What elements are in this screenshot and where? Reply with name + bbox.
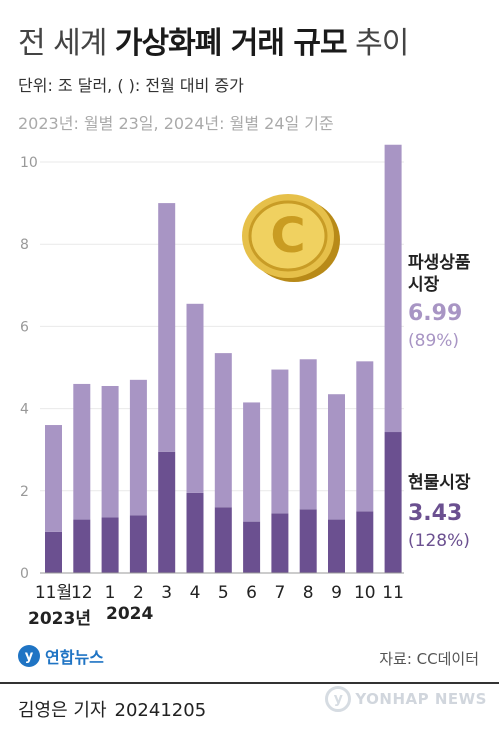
y-tick-label: 8 [20,237,29,253]
title-highlight: 가상화폐 거래 규모 [114,26,348,61]
derivatives-change: (89%) [408,331,459,351]
x-tick-label: 12 [71,583,93,603]
spot-label: 현물시장 [408,473,471,493]
bar-spot [101,517,119,573]
bar-spot [45,531,62,573]
footer-divider [0,682,499,684]
x-tick-label: 4 [190,583,201,603]
bar-derivatives [356,361,374,512]
x-tick-label: 5 [218,583,229,603]
derivatives-label-line1: 파생상품 [408,253,471,273]
x-tick-label: 1 [105,583,116,603]
x-tick-label: 6 [246,583,257,603]
credit-line: 김영은 기자 20241205 [18,696,206,722]
bar-derivatives [271,369,289,514]
x-tick-label: 7 [274,583,285,603]
x-tick-label: 2 [133,583,144,603]
coin-icon: C [242,194,340,282]
title-suffix: 추이 [355,26,409,61]
bar-spot [384,432,402,573]
yonhap-logo-icon: y [18,645,40,667]
spot-change: (128%) [408,531,470,551]
yonhap-watermark: y YONHAP NEWS [325,686,487,712]
bar-derivatives [129,379,147,516]
bar-derivatives [214,353,232,508]
derivatives-label-line2: 시장 [408,275,440,295]
spot-value: 3.43 [408,501,462,526]
bar-derivatives [186,303,204,493]
x-tick-label: 10 [354,583,376,603]
date-basis-note: 2023년: 월별 23일, 2024년: 월별 24일 기준 [18,114,334,133]
bar-spot [129,515,147,573]
bar-derivatives [73,383,91,520]
unit-note: 단위: 조 달러, ( ): 전월 대비 증가 [18,76,244,95]
bar-spot [356,511,374,573]
source-note: 자료: CC데이터 [379,650,479,668]
bar-spot [214,507,232,573]
bar-derivatives [328,394,345,520]
bar-derivatives [101,385,119,518]
x-tick-label: 9 [331,583,342,603]
y-tick-label: 2 [20,484,29,500]
author: 김영은 기자 [18,700,107,721]
year-label-2024: 2024 [106,604,154,624]
yonhap-logo-text: 연합뉴스 [45,648,104,667]
y-tick-label: 10 [20,155,38,171]
yonhap-logo: y 연합뉴스 [18,644,104,668]
x-tick-label: 11월 [35,583,72,603]
bar-spot [186,492,204,573]
bar-derivatives [243,402,261,522]
y-tick-label: 4 [20,402,29,418]
bar-spot [328,519,345,573]
watermark-text: YONHAP NEWS [355,690,487,708]
bar-spot [158,451,176,573]
bar-spot [271,513,289,573]
chart-title: 전 세계 가상화폐 거래 규모 추이 [18,18,409,62]
x-tick-label: 3 [161,583,172,603]
year-label-2023: 2023년 [28,609,91,629]
watermark-icon: y [325,686,352,712]
y-tick-label: 0 [20,566,29,582]
bar-derivatives [384,144,402,433]
title-prefix: 전 세계 [18,26,107,61]
bar-derivatives [45,425,62,532]
x-tick-label: 11 [382,583,404,603]
x-tick-label: 8 [303,583,314,603]
derivatives-value: 6.99 [408,301,462,326]
bar-derivatives [158,203,176,452]
bar-spot [73,519,91,573]
y-tick-label: 6 [20,319,29,335]
bar-spot [243,521,261,573]
publish-date: 20241205 [114,700,207,721]
coin-letter: C [270,208,305,264]
bar-spot [299,509,317,573]
bar-derivatives [299,359,317,510]
